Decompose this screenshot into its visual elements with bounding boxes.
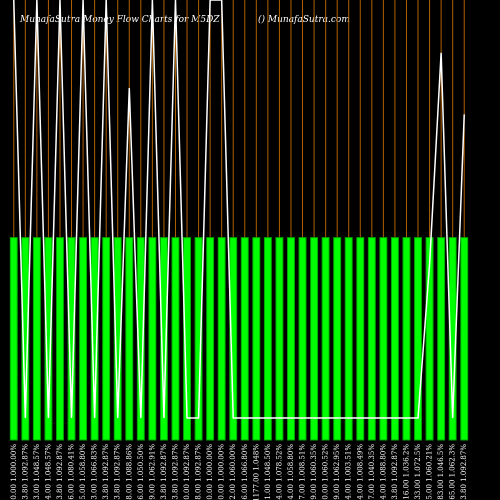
x-tick-label: 304.00 1.078.52% bbox=[275, 444, 283, 500]
x-tick-label: 1213.80 1.092.87% bbox=[102, 444, 110, 500]
bar bbox=[252, 237, 261, 441]
x-tick-label: 1213.80 1.092.87% bbox=[114, 444, 122, 500]
bar bbox=[367, 237, 376, 441]
bar bbox=[344, 237, 353, 441]
x-tick-label: 1214.00 1.088.80% bbox=[379, 444, 387, 500]
bar bbox=[217, 237, 226, 441]
bar bbox=[44, 237, 53, 441]
x-tick-label: 147.00 1.040.35% bbox=[368, 444, 376, 500]
bar bbox=[240, 237, 249, 441]
x-tick-label: 415.00 1.058.80% bbox=[79, 444, 87, 500]
bar bbox=[9, 237, 18, 441]
bar bbox=[263, 237, 272, 441]
x-tick-label: 0.00 1.000.00% bbox=[10, 444, 18, 500]
x-tick-label: 1213.80 1.092.87% bbox=[171, 444, 179, 500]
x-tick-label: 333.00 1.072.5% bbox=[414, 444, 422, 500]
bar bbox=[414, 237, 422, 441]
bar bbox=[437, 237, 446, 441]
bar bbox=[460, 237, 469, 441]
x-tick-label: 47.00 1.008.51% bbox=[299, 444, 307, 500]
bar bbox=[298, 237, 307, 441]
bar bbox=[287, 237, 295, 441]
bar bbox=[229, 237, 238, 441]
x-tick-label: 1216.00 1.066.80% bbox=[241, 444, 249, 500]
bar bbox=[275, 237, 284, 441]
x-tick-label: 416.00 1.080.41% bbox=[68, 444, 76, 500]
x-tick-label: 44.00 1.008.49% bbox=[356, 444, 364, 500]
bar bbox=[333, 237, 342, 441]
x-tick-label: 339.00 1.062.91% bbox=[148, 444, 156, 500]
bar bbox=[183, 237, 191, 441]
x-tick-label: 1177.00 1.048% bbox=[252, 444, 260, 500]
bar bbox=[67, 237, 76, 441]
bar bbox=[379, 237, 388, 441]
bar bbox=[32, 237, 41, 441]
x-tick-label: 0.00 1.000.00% bbox=[206, 444, 214, 500]
money-flow-line bbox=[13, 0, 465, 419]
x-tick-label: 333.00 1.048.57% bbox=[33, 444, 41, 500]
x-tick-label: 1213.80 1.092.87% bbox=[56, 444, 64, 500]
x-tick-label: 339.00 1.062.95% bbox=[333, 444, 341, 500]
x-tick-label: 1201.00 1.048.50% bbox=[264, 444, 272, 500]
x-tick-label: 1220.00 1.092.87% bbox=[183, 444, 191, 500]
bar bbox=[356, 237, 365, 441]
bar bbox=[56, 237, 64, 441]
bar bbox=[90, 237, 99, 441]
x-tick-label: 1213.80 1.092.87% bbox=[160, 444, 168, 500]
x-tick-label: 1058.00 1.088.86% bbox=[125, 444, 133, 500]
bar bbox=[21, 237, 30, 441]
bar bbox=[402, 237, 411, 441]
x-tick-label: 383.00 1.046.5% bbox=[437, 444, 445, 500]
bar bbox=[321, 237, 330, 441]
bar bbox=[206, 237, 215, 441]
x-tick-label: 315.00 1.060.21% bbox=[426, 444, 434, 500]
x-tick-label: 1213.80 1.092.87% bbox=[21, 444, 29, 500]
x-tick-label: 0.00 1.000.00% bbox=[218, 444, 226, 500]
x-tick-label: 1076.00 1.050.50% bbox=[137, 444, 145, 500]
bar bbox=[79, 237, 88, 441]
bar bbox=[148, 237, 157, 441]
bar bbox=[390, 237, 399, 441]
x-tick-label: 242.00 1.060.00% bbox=[229, 444, 237, 500]
x-tick-label: 1218.00 1.092.87% bbox=[195, 444, 203, 500]
bar bbox=[125, 237, 134, 441]
x-tick-label: 259.00 1.060.35% bbox=[310, 444, 318, 500]
x-tick-label: 320.00 1.060.52% bbox=[322, 444, 330, 500]
bar bbox=[194, 237, 203, 441]
bar bbox=[102, 237, 111, 441]
bar bbox=[425, 237, 434, 441]
x-tick-label: 334.00 1.048.57% bbox=[44, 444, 52, 500]
x-tick-label: 1213.80 1.092.87% bbox=[391, 444, 399, 500]
bar bbox=[310, 237, 319, 441]
x-tick-label: 24.00 1.003.51% bbox=[345, 444, 353, 500]
bar bbox=[171, 237, 180, 441]
x-tick-label: 333.00 1.066.83% bbox=[91, 444, 99, 500]
x-tick-label: 365.00 1.062.3% bbox=[449, 444, 457, 500]
chart-title: MunafaSutra Money Flow Charts for M5DZ bbox=[19, 15, 220, 25]
x-tick-label: 1213.80 1.092.87% bbox=[460, 444, 468, 500]
bar bbox=[159, 237, 168, 441]
x-tick-label: 116.00 1.036.2% bbox=[402, 444, 410, 500]
chart-subtitle: () MunafaSutra.com bbox=[258, 14, 350, 25]
x-tick-label: 304.00 1.058.80% bbox=[287, 444, 295, 500]
